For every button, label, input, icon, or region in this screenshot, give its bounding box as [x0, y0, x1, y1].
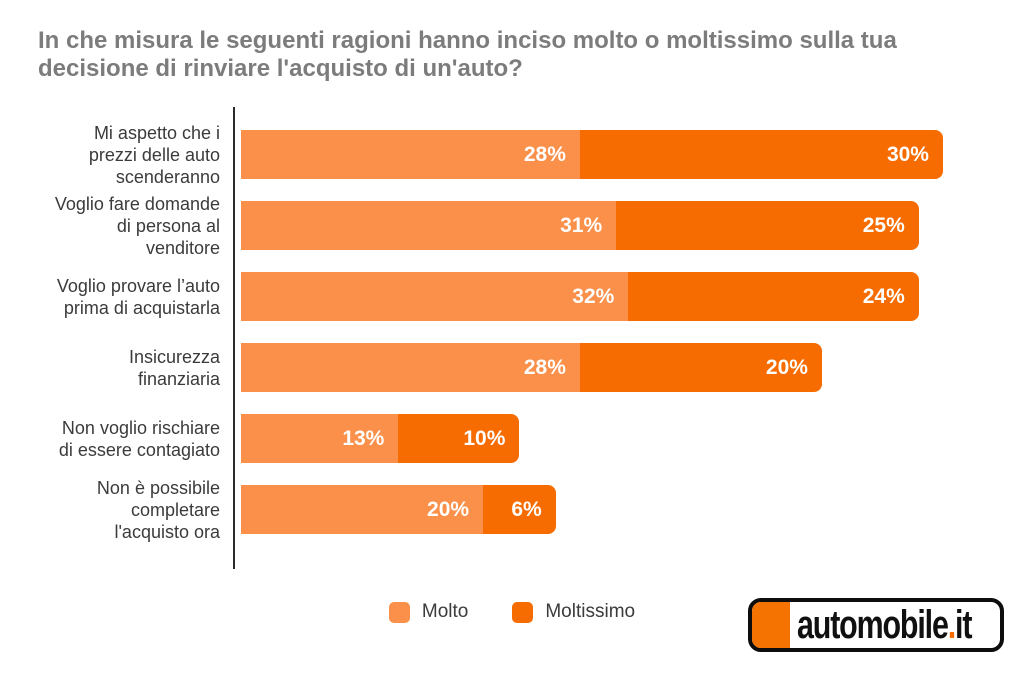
category-label: Mi aspetto che i prezzi delle auto scend… [88, 122, 220, 187]
category-label: Non è possibile completare l'acquisto or… [96, 477, 220, 542]
chart-row: Mi aspetto che i prezzi delle auto scend… [38, 119, 998, 190]
logo-text: automobile.it [797, 603, 973, 647]
category-label: Voglio provare l’auto prima di acquistar… [56, 275, 220, 318]
bar-segment-moltissimo: 25% [616, 201, 919, 250]
bar-value-label: 20% [427, 497, 470, 521]
stacked-bar: 28% 20% [241, 343, 943, 392]
legend-label-molto: Molto [421, 601, 469, 622]
bar-segment-moltissimo: 6% [483, 485, 556, 534]
stacked-bar: 32% 24% [241, 272, 943, 321]
bar-value-label: 20% [765, 355, 808, 379]
chart-row: Voglio fare domande di persona al vendit… [38, 190, 998, 261]
automobile-it-logo: automobile.it [748, 598, 1004, 652]
bar-value-label: 25% [862, 213, 905, 237]
bar-value-label: 28% [523, 355, 566, 379]
legend-swatch-molto [388, 601, 410, 623]
plot-area: Mi aspetto che i prezzi delle auto scend… [38, 107, 998, 569]
stacked-bar: 28% 30% [241, 130, 943, 179]
legend-label-moltissimo: Moltissimo [545, 601, 636, 622]
bar-value-label: 10% [463, 426, 506, 450]
bar-rows: Mi aspetto che i prezzi delle auto scend… [38, 119, 998, 545]
bar-value-label: 28% [523, 142, 566, 166]
logo-orange-block [752, 602, 790, 648]
logo-text-main: automobile [797, 603, 949, 647]
bar-value-label: 30% [886, 142, 929, 166]
bar-value-label: 24% [862, 284, 905, 308]
legend-item-moltissimo: Moltissimo [512, 601, 635, 623]
legend: Molto Moltissimo [0, 601, 1024, 623]
stacked-bar: 31% 25% [241, 201, 943, 250]
bar-value-label: 32% [572, 284, 615, 308]
chart-row: Non voglio rischiare di essere contagiat… [38, 403, 998, 474]
legend-item-molto: Molto [388, 601, 469, 623]
chart-row: Voglio provare l’auto prima di acquistar… [38, 261, 998, 332]
bar-segment-molto: 13% [241, 414, 399, 463]
bar-segment-molto: 32% [241, 272, 629, 321]
bar-segment-moltissimo: 10% [398, 414, 520, 463]
bar-segment-molto: 20% [241, 485, 484, 534]
bar-segment-molto: 28% [241, 130, 580, 179]
bar-value-label: 6% [511, 497, 542, 521]
legend-swatch-moltissimo [512, 601, 534, 623]
bar-segment-moltissimo: 30% [579, 130, 943, 179]
category-label: Voglio fare domande di persona al vendit… [54, 193, 220, 258]
logo-text-tld: it [955, 603, 972, 647]
chart-row: Insicurezza finanziaria 28% 20% [38, 332, 998, 403]
logo-text-dot: . [947, 603, 956, 647]
bar-segment-moltissimo: 24% [628, 272, 919, 321]
bar-value-label: 13% [342, 426, 385, 450]
y-axis-line [233, 107, 235, 569]
bar-segment-moltissimo: 20% [579, 343, 822, 392]
chart-title: In che misura le seguenti ragioni hanno … [38, 27, 897, 82]
stacked-bar: 13% 10% [241, 414, 943, 463]
category-label: Non voglio rischiare di essere contagiat… [58, 417, 220, 460]
chart-row: Non è possibile completare l'acquisto or… [38, 474, 998, 545]
stacked-bar: 20% 6% [241, 485, 943, 534]
bar-segment-molto: 28% [241, 343, 580, 392]
bar-segment-molto: 31% [241, 201, 617, 250]
bar-value-label: 31% [560, 213, 603, 237]
category-label: Insicurezza finanziaria [128, 346, 220, 389]
